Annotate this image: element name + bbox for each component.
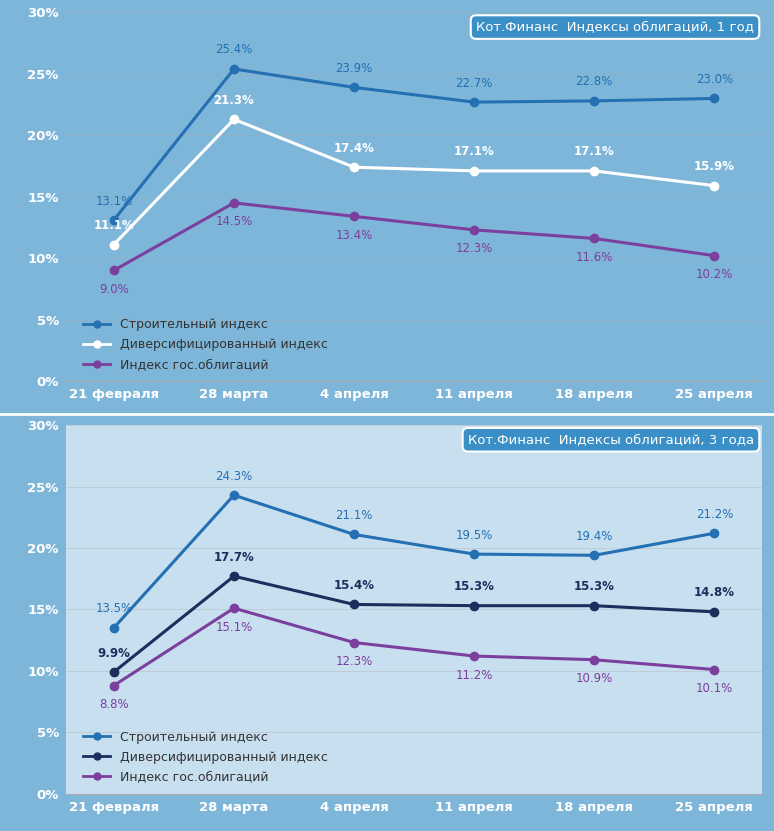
Text: 13.4%: 13.4% — [335, 229, 372, 242]
Text: 17.7%: 17.7% — [214, 551, 255, 563]
Text: 21.3%: 21.3% — [214, 94, 255, 107]
Text: Кот.Финанс  Индексы облигаций, 3 года: Кот.Финанс Индексы облигаций, 3 года — [468, 433, 754, 446]
Text: 19.5%: 19.5% — [456, 529, 493, 542]
Text: 12.3%: 12.3% — [456, 243, 493, 255]
Text: 13.1%: 13.1% — [95, 194, 132, 208]
Text: 17.1%: 17.1% — [574, 145, 615, 159]
Text: 13.5%: 13.5% — [95, 602, 132, 615]
Text: 9.9%: 9.9% — [98, 647, 130, 660]
Text: 21.2%: 21.2% — [696, 508, 733, 521]
Text: 9.0%: 9.0% — [99, 283, 128, 296]
Text: 21.1%: 21.1% — [335, 509, 373, 522]
Text: 10.1%: 10.1% — [696, 682, 733, 695]
Text: 14.5%: 14.5% — [215, 215, 252, 229]
Text: 12.3%: 12.3% — [335, 655, 372, 668]
Text: 17.4%: 17.4% — [334, 142, 375, 155]
Text: 11.1%: 11.1% — [94, 219, 134, 232]
Text: 14.8%: 14.8% — [694, 587, 735, 599]
Text: 8.8%: 8.8% — [99, 698, 128, 711]
Text: 17.1%: 17.1% — [454, 145, 495, 159]
Text: 11.2%: 11.2% — [455, 669, 493, 681]
Text: Кот.Финанс: Кот.Финанс — [663, 433, 754, 446]
Legend: Строительный индекс, Диверсифицированный индекс, Индекс гос.облигаций: Строительный индекс, Диверсифицированный… — [79, 314, 332, 375]
Text: Кот.Финанс  Индексы облигаций, 1 год: Кот.Финанс Индексы облигаций, 1 год — [476, 21, 754, 33]
Text: Кот.Финанс: Кот.Финанс — [663, 21, 754, 33]
Text: 23.9%: 23.9% — [335, 61, 372, 75]
Text: 15.3%: 15.3% — [454, 580, 495, 593]
Text: 11.6%: 11.6% — [576, 251, 613, 264]
Text: 15.1%: 15.1% — [215, 621, 252, 634]
Text: 15.9%: 15.9% — [694, 160, 735, 173]
Text: 23.0%: 23.0% — [696, 73, 733, 86]
Text: 15.3%: 15.3% — [574, 580, 615, 593]
Legend: Строительный индекс, Диверсифицированный индекс, Индекс гос.облигаций: Строительный индекс, Диверсифицированный… — [79, 727, 332, 787]
Text: 10.9%: 10.9% — [576, 672, 613, 686]
Text: 15.4%: 15.4% — [334, 579, 375, 592]
Text: 19.4%: 19.4% — [576, 530, 613, 543]
Text: 24.3%: 24.3% — [215, 470, 252, 483]
Text: 10.2%: 10.2% — [696, 268, 733, 281]
Text: 22.8%: 22.8% — [576, 76, 613, 88]
Text: 22.7%: 22.7% — [455, 76, 493, 90]
Text: 25.4%: 25.4% — [215, 43, 252, 57]
